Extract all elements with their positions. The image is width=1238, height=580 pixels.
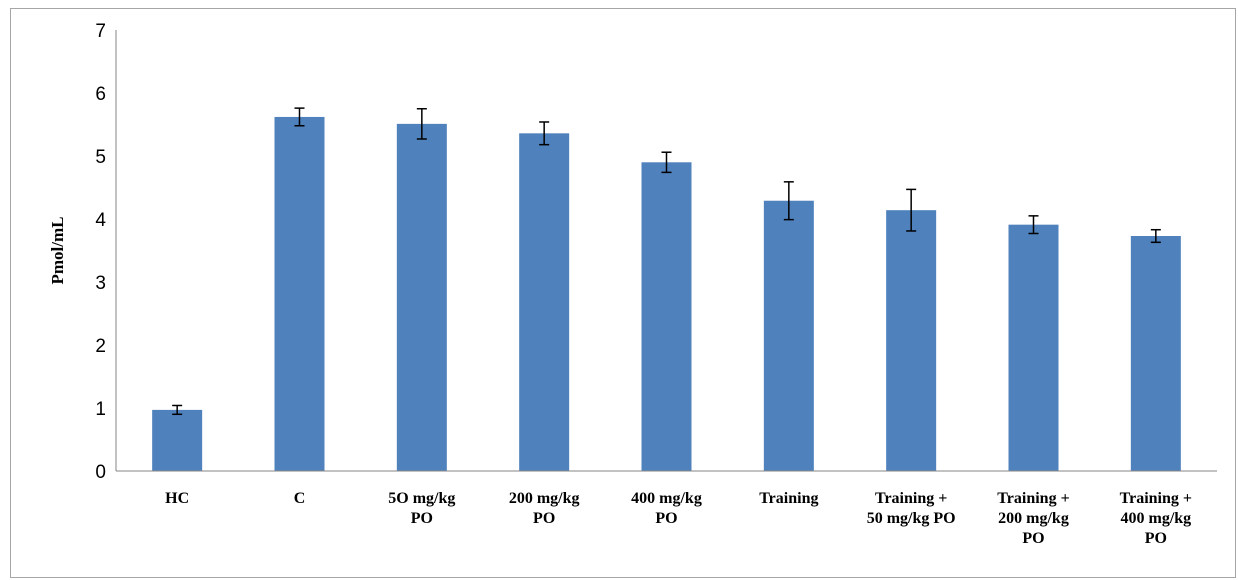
- bars: [152, 116, 1181, 472]
- bar: [763, 200, 814, 472]
- bar: [1130, 236, 1181, 471]
- x-tick-label: 400 mg/kg: [1120, 510, 1191, 527]
- y-axis-label: Pmol/mL: [48, 217, 67, 285]
- y-tick-label: 7: [95, 21, 106, 42]
- x-tick-label: PO: [1022, 530, 1044, 547]
- x-tick-label: Training +: [1120, 490, 1192, 507]
- bar: [886, 210, 937, 471]
- bar: [396, 123, 447, 472]
- bar: [519, 133, 570, 471]
- bar: [152, 409, 203, 471]
- x-tick-label: Training +: [875, 490, 947, 507]
- x-tick-label: PO: [411, 510, 433, 527]
- x-tick-label: 400 mg/kg: [631, 490, 702, 507]
- y-axis-ticks: 0 1 2 3 4 5 6 7: [95, 21, 106, 483]
- x-tick-label: PO: [1145, 530, 1167, 547]
- bar: [274, 116, 325, 471]
- y-tick-label: 5: [95, 147, 106, 168]
- x-tick-label: Training +: [997, 490, 1069, 507]
- x-tick-label: HC: [165, 490, 189, 507]
- x-tick-label: Training: [759, 490, 818, 507]
- x-tick-label: 200 mg/kg: [998, 510, 1069, 527]
- y-tick-label: 6: [95, 84, 106, 105]
- y-tick-label: 3: [95, 273, 106, 294]
- y-tick-label: 4: [95, 210, 106, 231]
- x-tick-label: PO: [655, 510, 677, 527]
- y-tick-label: 2: [95, 336, 106, 357]
- bar: [641, 162, 692, 472]
- bar: [1008, 224, 1059, 471]
- x-tick-label: 200 mg/kg: [509, 490, 580, 507]
- x-axis-tick-labels: HC C 5O mg/kg PO 200 mg/kg PO 400 mg/kg PO Train…: [165, 490, 1192, 547]
- x-tick-label: PO: [533, 510, 555, 527]
- y-tick-label: 1: [95, 399, 106, 420]
- y-tick-label: 0: [95, 462, 106, 483]
- error-bars: [172, 107, 1161, 416]
- x-tick-label: C: [294, 490, 306, 507]
- x-tick-label: 5O mg/kg: [388, 490, 455, 507]
- x-tick-label: 50 mg/kg PO: [867, 510, 956, 527]
